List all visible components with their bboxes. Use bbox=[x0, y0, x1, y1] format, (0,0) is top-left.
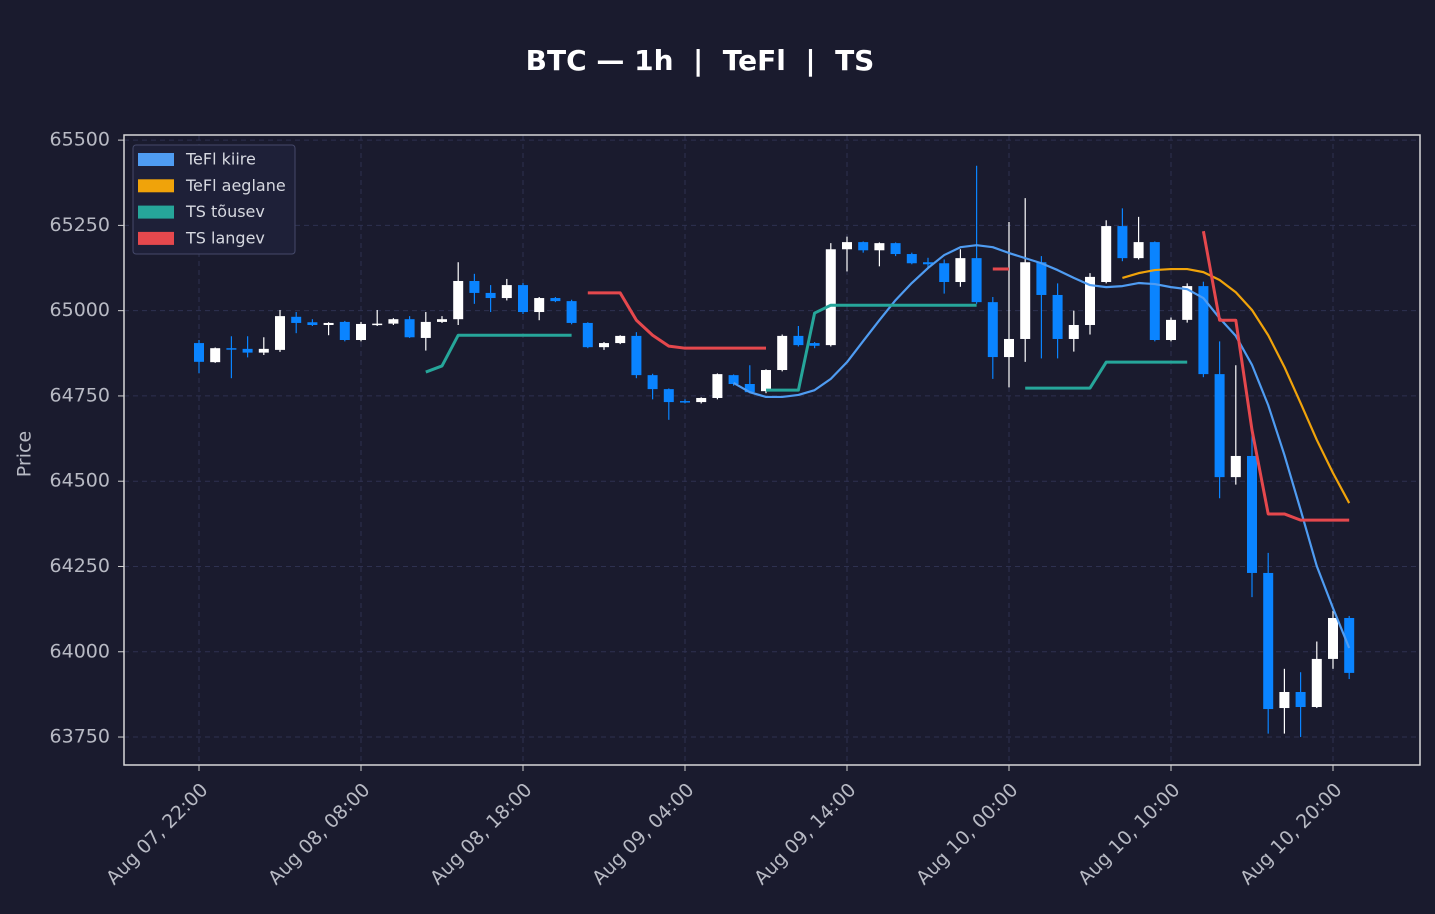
candle-body bbox=[809, 343, 820, 346]
candle-body bbox=[1036, 262, 1047, 295]
legend-label: TeFl kiire bbox=[185, 150, 256, 169]
candle-body bbox=[696, 397, 707, 403]
candle-body bbox=[1117, 226, 1128, 259]
candle-body bbox=[1149, 242, 1160, 340]
legend-swatch bbox=[138, 153, 174, 166]
candle-body bbox=[323, 322, 334, 325]
legend-swatch bbox=[138, 179, 174, 193]
candle-body bbox=[582, 322, 593, 348]
candle-body bbox=[761, 370, 771, 392]
candle-body bbox=[242, 348, 253, 353]
candle-body bbox=[1052, 294, 1063, 339]
candle-body bbox=[1004, 338, 1014, 358]
candle-body bbox=[258, 348, 269, 353]
indicator-line bbox=[733, 244, 1351, 649]
indicator-line bbox=[425, 303, 1188, 392]
candle-body bbox=[307, 322, 318, 325]
candle-body bbox=[518, 285, 528, 313]
y-tick-label: 64750 bbox=[50, 384, 110, 406]
legend-label: TS tõusev bbox=[185, 202, 265, 221]
candle-body bbox=[194, 343, 204, 362]
candle-body bbox=[469, 280, 480, 293]
candle-body bbox=[1263, 572, 1274, 710]
candle-body bbox=[615, 335, 626, 344]
candle-body bbox=[1020, 262, 1031, 339]
candle-body bbox=[550, 298, 561, 302]
candle-body bbox=[777, 335, 788, 371]
candle-body bbox=[1133, 242, 1144, 259]
candle-body bbox=[890, 243, 901, 255]
candle-body bbox=[291, 316, 302, 323]
candle-body bbox=[906, 254, 917, 264]
legend-label: TeFl aeglane bbox=[185, 176, 286, 195]
indicator-line bbox=[587, 230, 1350, 522]
candle-body bbox=[793, 335, 804, 346]
candle-body bbox=[566, 301, 577, 323]
candle-body bbox=[858, 242, 869, 251]
legend-swatch bbox=[138, 205, 174, 219]
candle-body bbox=[874, 243, 885, 251]
y-axis-label: Price bbox=[14, 431, 36, 477]
candle-body bbox=[1068, 324, 1079, 339]
candle-body bbox=[1101, 226, 1112, 283]
candle-body bbox=[275, 316, 285, 350]
candle-body bbox=[372, 323, 383, 326]
y-tick-label: 64250 bbox=[50, 555, 110, 577]
candle-body bbox=[1182, 286, 1193, 320]
legend-box bbox=[132, 144, 296, 255]
candle-body bbox=[599, 343, 609, 348]
y-tick-label: 65250 bbox=[50, 214, 110, 236]
plot-frame bbox=[123, 134, 1421, 766]
candle-body bbox=[987, 302, 998, 358]
indicator-line bbox=[1122, 267, 1351, 504]
candle-body bbox=[1328, 617, 1338, 659]
candle-body bbox=[744, 383, 755, 393]
candle-body bbox=[485, 292, 496, 299]
y-tick-label: 63750 bbox=[50, 726, 110, 748]
candle-body bbox=[1085, 276, 1095, 325]
candle-body bbox=[226, 348, 237, 350]
chart-title: BTC — 1h | TeFl | TS bbox=[526, 44, 875, 77]
candle-body bbox=[388, 319, 399, 324]
candle-body bbox=[453, 280, 464, 320]
candle-body bbox=[1214, 374, 1225, 478]
candle-body bbox=[631, 335, 642, 376]
candle-body bbox=[1311, 658, 1322, 708]
candle-body bbox=[501, 285, 512, 299]
candle-body bbox=[1198, 286, 1209, 375]
candle-body bbox=[842, 242, 852, 250]
legend-label: TS langev bbox=[185, 228, 265, 247]
candle-body bbox=[923, 262, 933, 265]
candle-body bbox=[356, 323, 366, 340]
candle-body bbox=[1230, 455, 1241, 478]
candle-body bbox=[534, 298, 545, 313]
candle-body bbox=[1166, 319, 1176, 340]
candle-body bbox=[210, 348, 221, 363]
candle-body bbox=[728, 375, 739, 384]
candle-body bbox=[437, 319, 447, 322]
candle-body bbox=[404, 319, 415, 338]
y-tick-label: 64000 bbox=[50, 640, 110, 662]
candle-body bbox=[1279, 692, 1290, 709]
candle-body bbox=[955, 258, 966, 283]
candle-body bbox=[420, 321, 431, 338]
candle-body bbox=[1247, 455, 1257, 573]
candle-body bbox=[663, 389, 674, 403]
candle-body bbox=[971, 258, 982, 303]
legend-swatch bbox=[138, 231, 174, 245]
candle-body bbox=[825, 249, 836, 346]
y-tick-label: 65000 bbox=[50, 299, 110, 321]
y-tick-label: 65500 bbox=[50, 129, 110, 151]
candle-body bbox=[939, 263, 950, 283]
candle-body bbox=[647, 375, 658, 390]
candle-body bbox=[680, 401, 690, 403]
candle-body bbox=[339, 321, 350, 340]
candle-body bbox=[1295, 692, 1306, 708]
y-tick-label: 64500 bbox=[50, 470, 110, 492]
candle-body bbox=[712, 374, 723, 398]
